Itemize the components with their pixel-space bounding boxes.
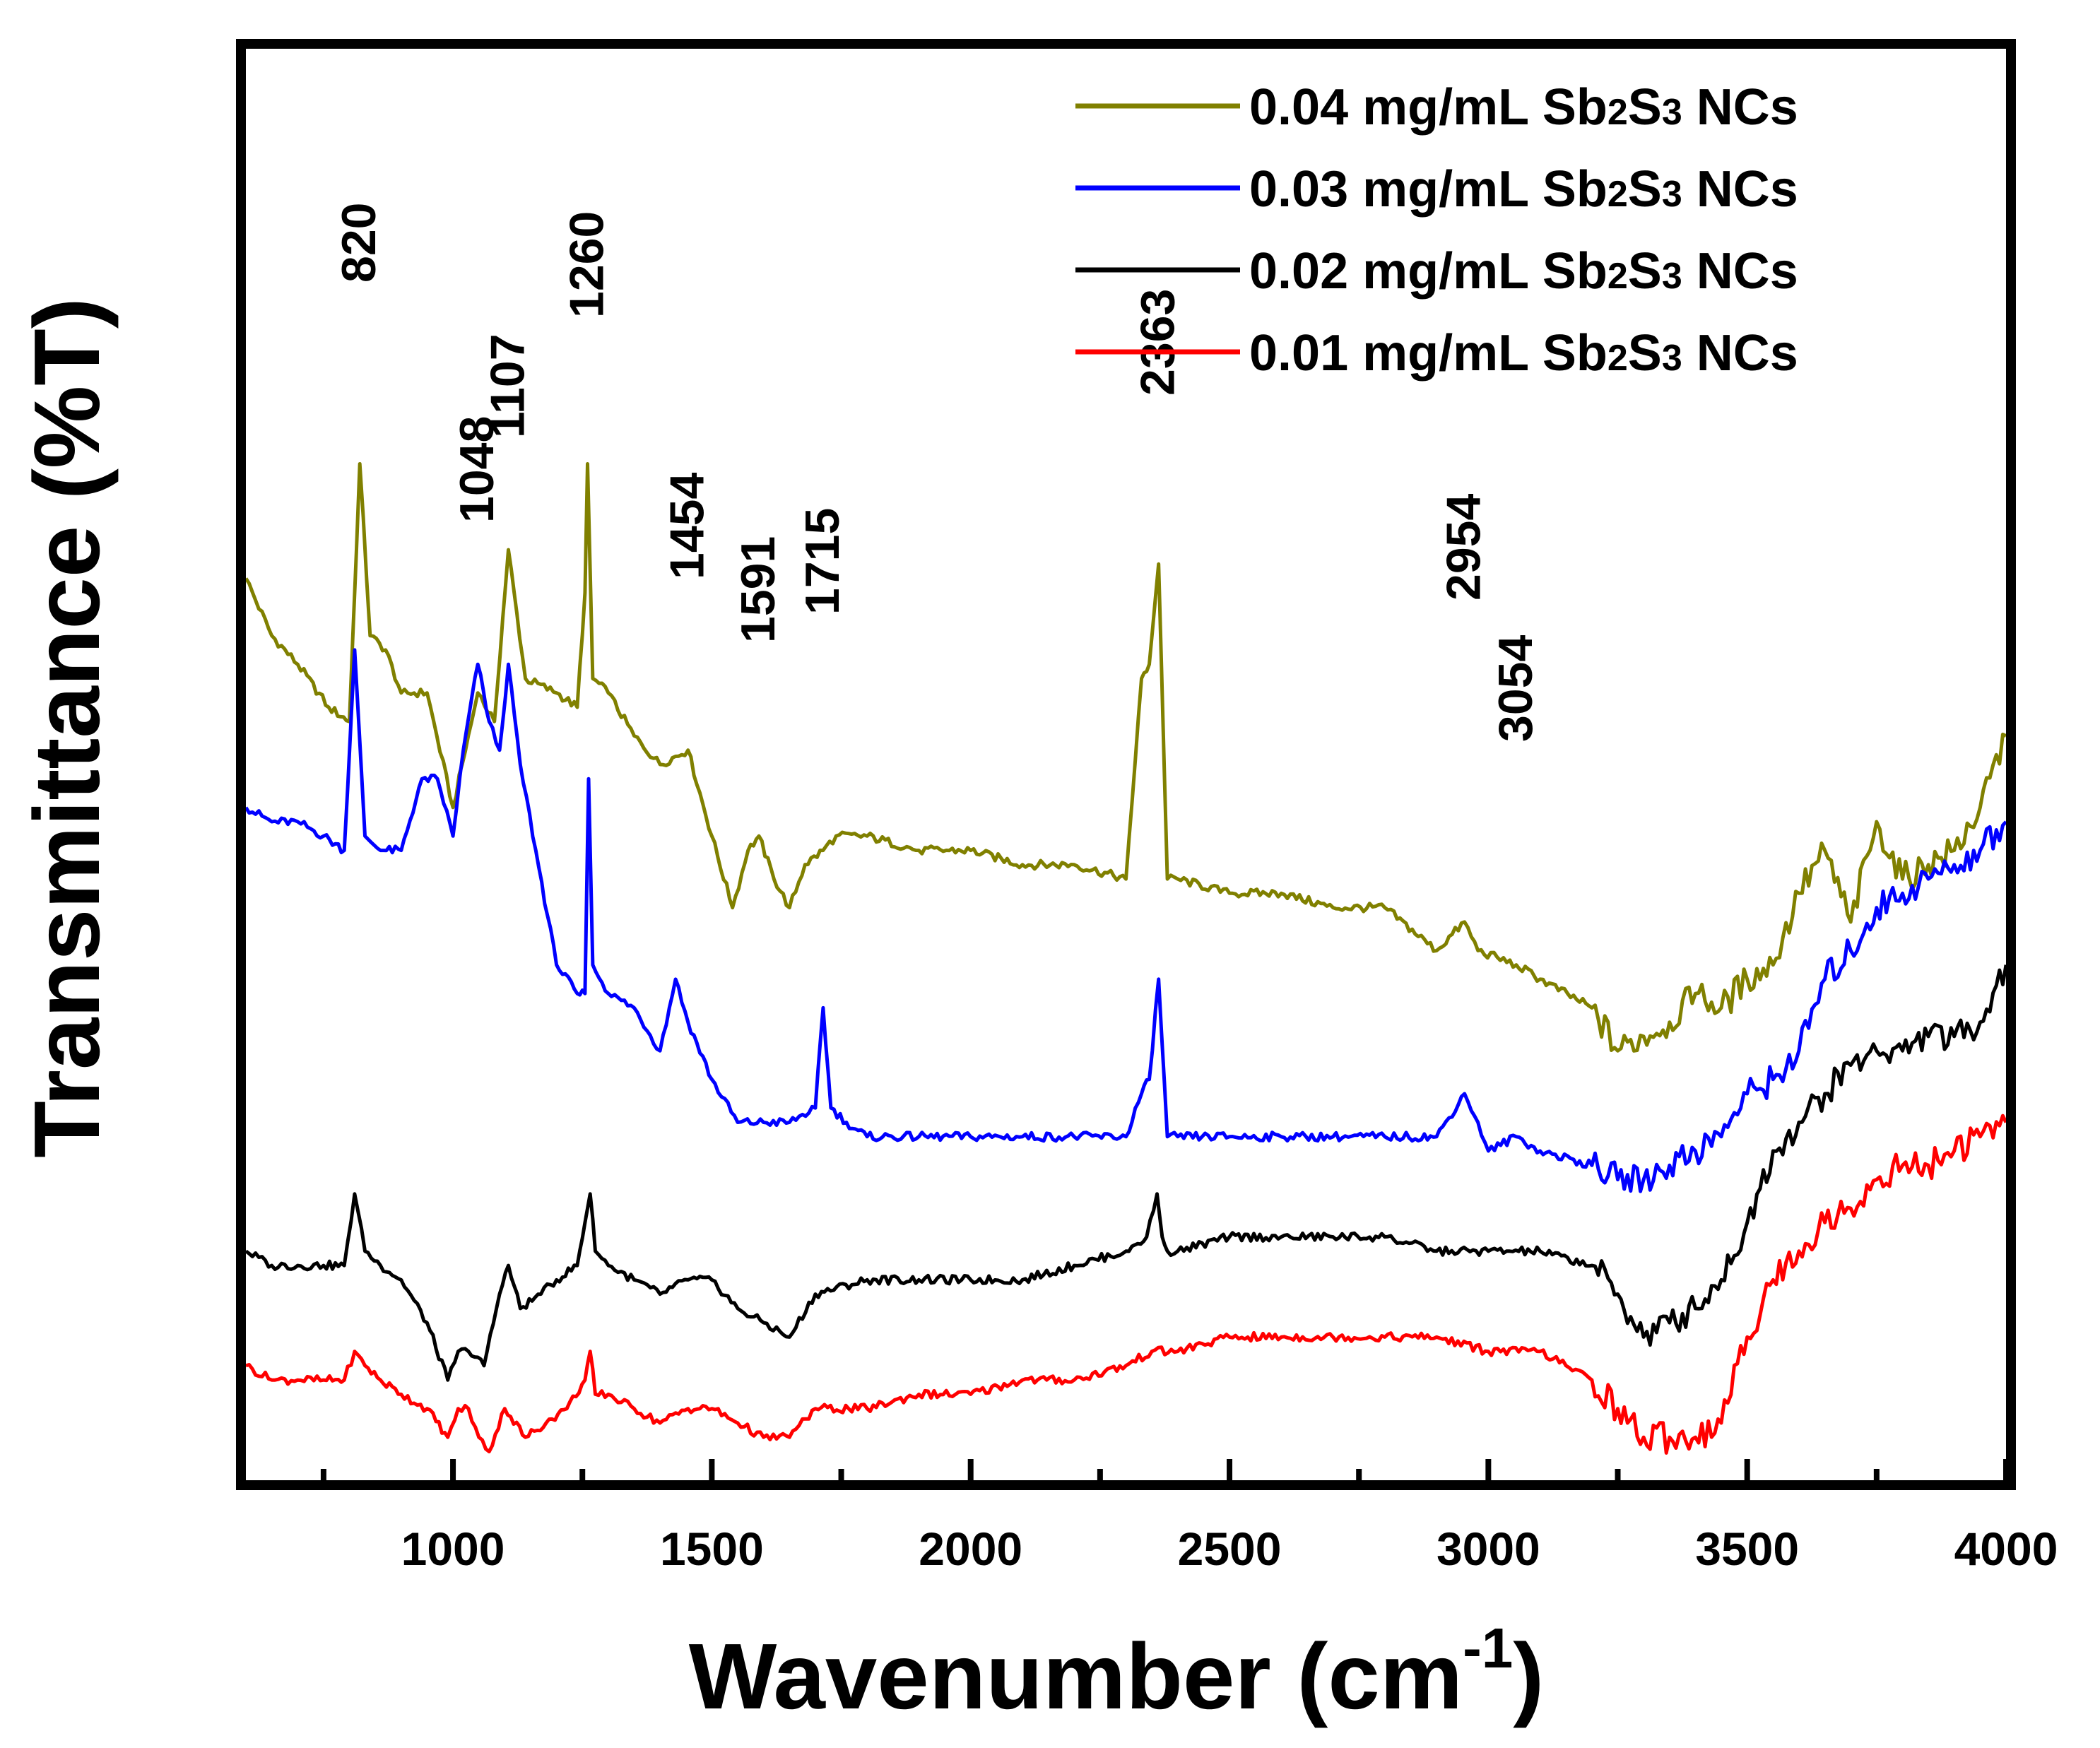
legend-label: 0.02 mg/mL Sb2S3 NCs — [1249, 243, 1798, 300]
x-tick-label: 3000 — [1437, 1523, 1540, 1575]
x-axis-title-main: Wavenumber (cm — [689, 1624, 1463, 1728]
legend-label: 0.03 mg/mL Sb2S3 NCs — [1249, 161, 1798, 218]
x-tick-label: 4000 — [1954, 1523, 2058, 1575]
peak-label: 1107 — [481, 333, 535, 438]
x-axis-title: Wavenumber (cm-1) — [689, 1617, 1545, 1728]
peak-label: 1260 — [560, 211, 614, 318]
plot-frame — [236, 39, 2016, 1490]
series-layer — [244, 462, 2008, 1455]
legend: 0.04 mg/mL Sb2S3 NCs 0.03 mg/mL Sb2S3 NCs… — [1075, 79, 1798, 382]
x-tick-label: 1500 — [660, 1523, 764, 1575]
peak-label: 820 — [332, 203, 386, 283]
peak-label: 2954 — [1437, 494, 1491, 601]
x-tick-label: 2500 — [1178, 1523, 1282, 1575]
series-line — [244, 462, 2007, 1053]
series-line — [244, 964, 2008, 1382]
peak-label: 1715 — [796, 508, 849, 615]
legend-label: 0.01 mg/mL Sb2S3 NCs — [1249, 325, 1798, 382]
series-line — [245, 1114, 2008, 1455]
x-axis-title-superscript: -1 — [1463, 1617, 1513, 1679]
x-tick-label: 2000 — [919, 1523, 1022, 1575]
y-axis-title: Transmittance (%T) — [15, 297, 119, 1158]
peak-label: 3054 — [1489, 635, 1542, 742]
peak-label: 1048 — [450, 416, 504, 523]
series-line — [244, 648, 2007, 1193]
peak-label: 1454 — [661, 473, 714, 579]
x-axis-title-close: ) — [1513, 1624, 1544, 1728]
peak-label: 2363 — [1131, 289, 1185, 396]
peak-label: 1591 — [731, 536, 785, 643]
x-tick-label: 3500 — [1695, 1523, 1799, 1575]
legend-label: 0.04 mg/mL Sb2S3 NCs — [1249, 79, 1798, 136]
x-axis-ticks: 1000 1500 2000 2500 3000 3500 4000 — [320, 1459, 2058, 1575]
x-tick-label: 1000 — [401, 1523, 505, 1575]
